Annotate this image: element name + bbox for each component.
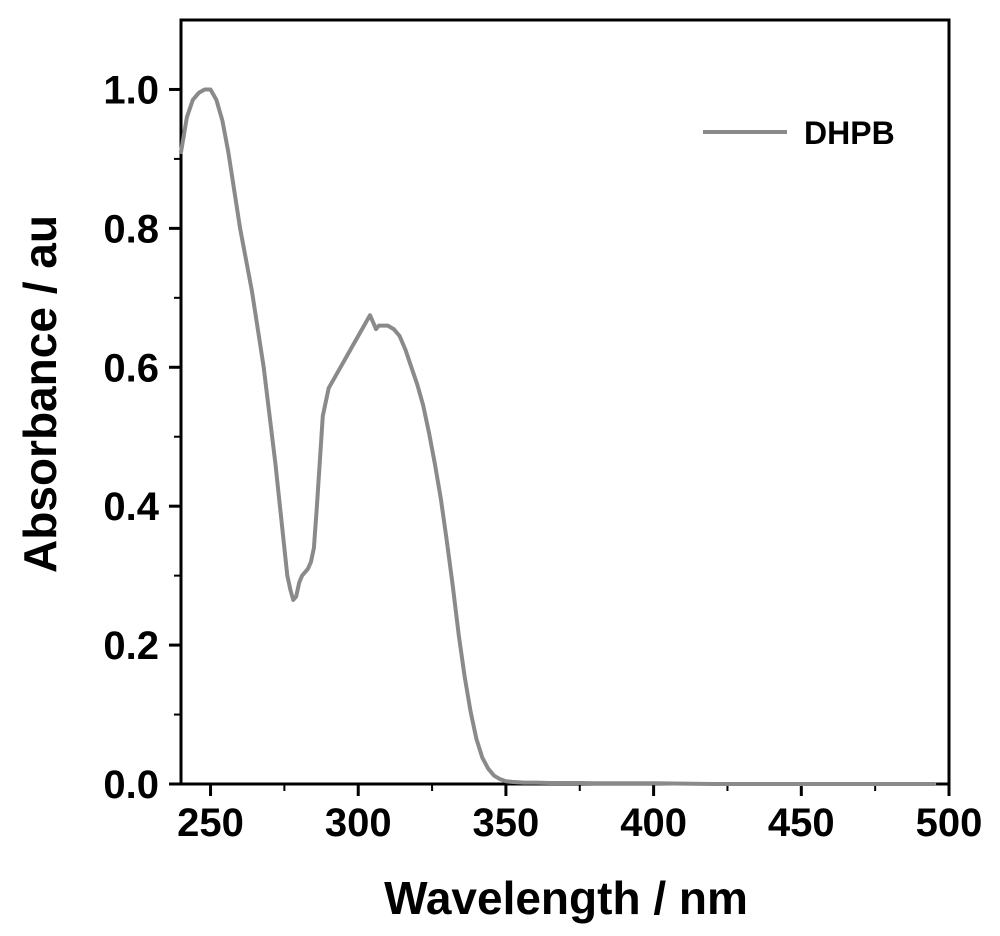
series-line-dhpb	[181, 90, 934, 785]
y-axis-title: Absorbance / au	[14, 215, 66, 573]
y-tick-label: 1.0	[103, 68, 159, 112]
x-tick-label: 500	[916, 801, 983, 845]
x-tick-label: 300	[325, 801, 392, 845]
y-tick-label: 0.2	[103, 624, 159, 668]
x-axis-title: Wavelength / nm	[384, 872, 748, 924]
y-tick-label: 0.4	[103, 485, 159, 529]
x-tick-label: 450	[768, 801, 835, 845]
x-tick-label: 350	[473, 801, 540, 845]
y-tick-label: 0.6	[103, 346, 159, 390]
y-axis-ticks: 0.0 0.2 0.4 0.6 0.8 1.0	[103, 68, 181, 807]
x-axis-ticks: 250 300 350 400 450 500	[177, 784, 982, 845]
x-tick-label: 250	[177, 801, 244, 845]
y-tick-label: 0.0	[103, 763, 159, 807]
series-layer	[181, 90, 934, 785]
legend-label-dhpb: DHPB	[804, 115, 895, 151]
x-tick-label: 400	[620, 801, 687, 845]
legend: DHPB	[703, 115, 895, 151]
y-tick-label: 0.8	[103, 207, 159, 251]
